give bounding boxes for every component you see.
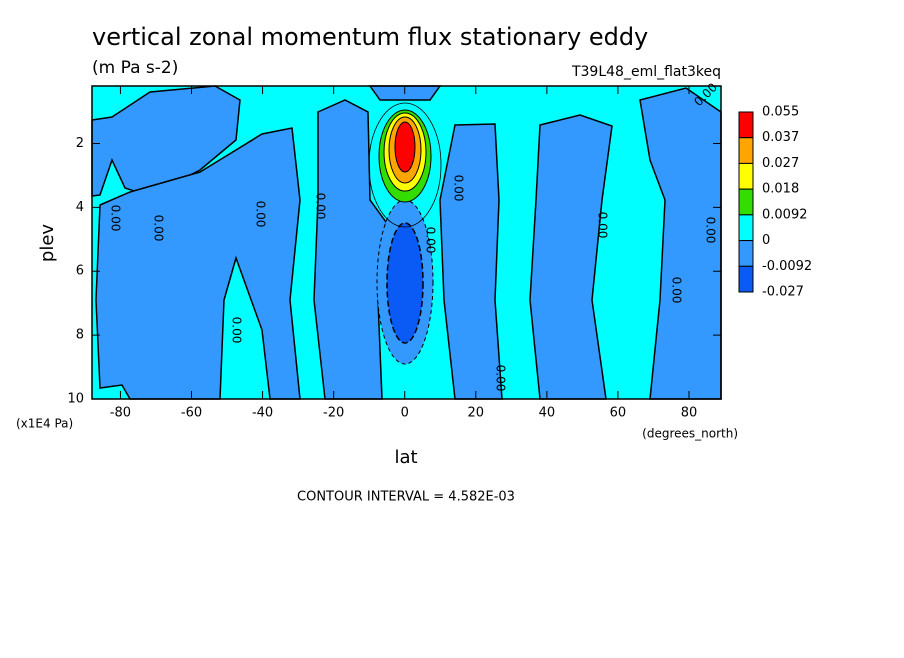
contour-label: 0.00 bbox=[596, 212, 610, 239]
colorbar-swatch bbox=[738, 240, 754, 267]
contour-label: 0.00 bbox=[452, 175, 466, 202]
x-tick-label: 20 bbox=[468, 406, 485, 421]
plot-frame bbox=[91, 85, 722, 400]
x-tick-label: -60 bbox=[181, 406, 202, 421]
y-units: (x1E4 Pa) bbox=[16, 417, 73, 431]
contour-fill bbox=[386, 222, 424, 344]
colorbar-swatch bbox=[738, 214, 754, 242]
y-tick-label: 6 bbox=[76, 264, 84, 279]
contour-label: 0.00 bbox=[230, 317, 244, 344]
footnote: CONTOUR INTERVAL = 4.582E-03 bbox=[297, 490, 515, 505]
x-tick-label: 40 bbox=[539, 406, 556, 421]
dataset-label: T39L48_eml_flat3keq bbox=[571, 64, 721, 80]
x-tick-label: -20 bbox=[323, 406, 344, 421]
colorbar-label: -0.0092 bbox=[762, 259, 812, 274]
contour-label: 0.00 bbox=[314, 193, 328, 220]
colorbar-swatch bbox=[738, 111, 754, 139]
contour-label: 0.00 bbox=[704, 217, 718, 244]
x-tick-label: 80 bbox=[681, 406, 698, 421]
colorbar-label: 0.027 bbox=[762, 156, 799, 171]
y-tick-label: 10 bbox=[67, 392, 84, 407]
colorbar-label: 0.0092 bbox=[762, 207, 808, 222]
x-tick-label: -80 bbox=[110, 406, 131, 421]
contour-line bbox=[368, 102, 442, 228]
colorbar-label: 0.055 bbox=[762, 105, 799, 120]
colorbar-label: 0 bbox=[762, 233, 770, 248]
y-axis-label: plev bbox=[37, 224, 58, 263]
x-axis-label: lat bbox=[394, 447, 417, 468]
contour-label: 0.00 bbox=[670, 277, 684, 304]
colorbar-label: 0.037 bbox=[762, 130, 799, 145]
chart-title: vertical zonal momentum flux stationary … bbox=[92, 23, 648, 51]
contour-fill bbox=[91, 85, 241, 197]
y-tick-label: 4 bbox=[76, 200, 84, 215]
contour-label: 0.00 bbox=[109, 205, 123, 232]
colorbar-swatch bbox=[738, 188, 754, 216]
colorbar-swatch bbox=[738, 265, 754, 293]
colorbar-label: -0.027 bbox=[762, 285, 804, 300]
contour-label: 0.00 bbox=[494, 365, 508, 392]
contour-fill bbox=[394, 121, 416, 173]
contour-label: 0.00 bbox=[424, 227, 438, 254]
contour-label: 0.00 bbox=[254, 201, 268, 228]
x-tick-label: -40 bbox=[252, 406, 273, 421]
x-tick-label: 60 bbox=[610, 406, 627, 421]
contour-label: 0.00 bbox=[152, 215, 166, 242]
plot-area: 0.00 0.00 0.00 0.00 0.00 0.00 0.00 0.00 0.00 0.00… bbox=[91, 80, 722, 400]
colorbar-swatch bbox=[738, 137, 754, 164]
colorbar-swatch bbox=[738, 162, 754, 190]
x-units: (degrees_north) bbox=[642, 427, 738, 441]
x-tick-label: 0 bbox=[401, 406, 409, 421]
contour-fill bbox=[529, 114, 613, 400]
y-tick-label: 2 bbox=[76, 136, 84, 151]
y-tick-label: 8 bbox=[76, 328, 84, 343]
subtitle: (m Pa s-2) bbox=[92, 58, 178, 78]
colorbar-label: 0.018 bbox=[762, 182, 799, 197]
